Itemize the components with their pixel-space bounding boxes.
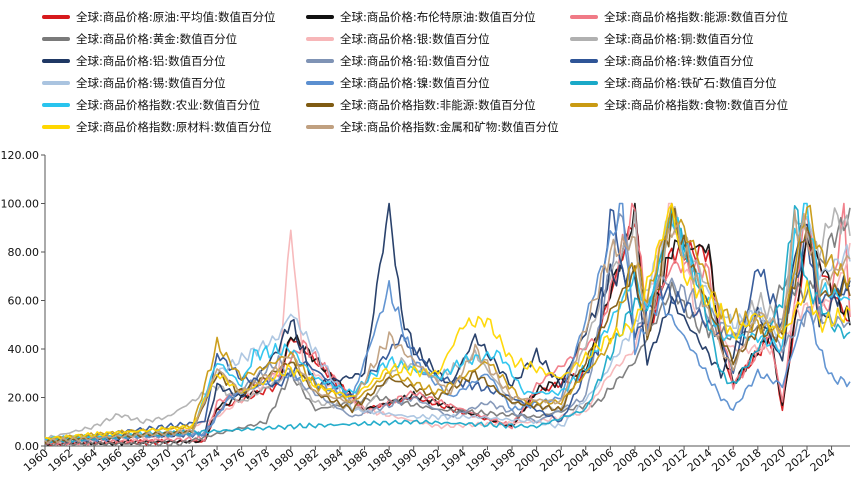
y-tick-label: 60.00 — [8, 295, 40, 308]
legend-swatch — [570, 81, 598, 85]
legend-label: 全球:商品价格指数:能源:数值百分位 — [604, 9, 788, 25]
legend-item: 全球:商品价格:黄金:数值百分位 — [42, 31, 237, 47]
x-tick-label: 2012 — [660, 446, 690, 474]
legend-swatch — [306, 37, 334, 41]
legend-label: 全球:商品价格指数:食物:数值百分位 — [604, 97, 788, 113]
series-line — [45, 204, 850, 445]
legend-item: 全球:商品价格指数:金属和矿物:数值百分位 — [306, 119, 559, 135]
x-tick-label: 2016 — [709, 446, 739, 474]
legend-item: 全球:商品价格:锌:数值百分位 — [570, 53, 754, 69]
x-tick-label: 1972 — [169, 446, 199, 474]
legend-item: 全球:商品价格指数:食物:数值百分位 — [570, 97, 788, 113]
y-tick-label: 120.00 — [1, 149, 40, 162]
x-tick-label: 1990 — [390, 446, 420, 474]
legend-label: 全球:商品价格指数:金属和矿物:数值百分位 — [340, 119, 559, 135]
y-tick-label: 100.00 — [1, 198, 40, 211]
x-tick-label: 2010 — [636, 446, 666, 474]
legend-swatch — [570, 103, 598, 107]
legend-item: 全球:商品价格指数:能源:数值百分位 — [570, 9, 788, 25]
legend-swatch — [570, 37, 598, 41]
x-tick-label: 1986 — [341, 446, 371, 474]
x-tick-label: 2002 — [537, 446, 567, 474]
x-tick-label: 2022 — [783, 446, 813, 474]
y-tick-label: 40.00 — [8, 343, 40, 356]
legend-item: 全球:商品价格:铜:数值百分位 — [570, 31, 754, 47]
legend-item: 全球:商品价格指数:非能源:数值百分位 — [306, 97, 536, 113]
x-tick-label: 1996 — [464, 446, 494, 474]
x-tick-label: 1994 — [439, 446, 469, 474]
legend-item: 全球:商品价格:铁矿石:数值百分位 — [570, 75, 777, 91]
x-tick-label: 1978 — [242, 446, 272, 474]
legend-label: 全球:商品价格:铝:数值百分位 — [76, 53, 226, 69]
legend-swatch — [42, 37, 70, 41]
legend-swatch — [42, 15, 70, 19]
legend-item: 全球:商品价格:原油:平均值:数值百分位 — [42, 9, 276, 25]
x-tick-label: 1966 — [95, 446, 125, 474]
x-tick-label: 1980 — [267, 446, 297, 474]
x-tick-label: 1998 — [488, 446, 518, 474]
legend-label: 全球:商品价格:银:数值百分位 — [340, 31, 490, 47]
x-tick-label: 1974 — [193, 446, 223, 474]
legend: 全球:商品价格:原油:平均值:数值百分位 全球:商品价格:布伦特原油:数值百分位全… — [0, 0, 865, 140]
legend-label: 全球:商品价格:原油:平均值:数值百分位 — [76, 9, 276, 25]
legend-label: 全球:商品价格指数:原材料:数值百分位 — [76, 119, 272, 135]
x-tick-label: 1976 — [218, 446, 248, 474]
legend-item: 全球:商品价格:铝:数值百分位 — [42, 53, 226, 69]
legend-swatch — [42, 125, 70, 129]
legend-label: 全球:商品价格:锌:数值百分位 — [604, 53, 754, 69]
x-tick-label: 1962 — [46, 446, 76, 474]
legend-label: 全球:商品价格:镍:数值百分位 — [340, 75, 490, 91]
legend-label: 全球:商品价格:布伦特原油:数值百分位 — [340, 9, 536, 25]
legend-item: 全球:商品价格:锡:数值百分位 — [42, 75, 226, 91]
legend-label: 全球:商品价格:锡:数值百分位 — [76, 75, 226, 91]
legend-label: 全球:商品价格:铅:数值百分位 — [340, 53, 490, 69]
x-tick-label: 1982 — [292, 446, 322, 474]
legend-swatch — [570, 59, 598, 63]
legend-swatch — [306, 125, 334, 129]
legend-swatch — [570, 15, 598, 19]
legend-swatch — [42, 103, 70, 107]
legend-swatch — [306, 15, 334, 19]
legend-item: 全球:商品价格指数:原材料:数值百分位 — [42, 119, 272, 135]
legend-item: 全球:商品价格指数:农业:数值百分位 — [42, 97, 260, 113]
x-tick-label: 1970 — [144, 446, 174, 474]
series-line — [45, 204, 850, 439]
x-tick-label: 1984 — [316, 446, 346, 474]
legend-label: 全球:商品价格:黄金:数值百分位 — [76, 31, 237, 47]
x-tick-label: 1968 — [119, 446, 149, 474]
legend-swatch — [306, 103, 334, 107]
y-tick-label: 20.00 — [8, 392, 40, 405]
x-tick-label: 1988 — [365, 446, 395, 474]
legend-label: 全球:商品价格:铁矿石:数值百分位 — [604, 75, 777, 91]
x-tick-label: 2024 — [808, 446, 838, 474]
x-tick-label: 2008 — [611, 446, 641, 474]
legend-swatch — [306, 81, 334, 85]
x-tick-label: 2020 — [759, 446, 789, 474]
legend-swatch — [42, 81, 70, 85]
legend-item: 全球:商品价格:镍:数值百分位 — [306, 75, 490, 91]
legend-swatch — [42, 59, 70, 63]
x-tick-label: 2018 — [734, 446, 764, 474]
legend-item: 全球:商品价格:铅:数值百分位 — [306, 53, 490, 69]
legend-item: 全球:商品价格:布伦特原油:数值百分位 — [306, 9, 536, 25]
x-tick-label: 2006 — [586, 446, 616, 474]
legend-label: 全球:商品价格指数:农业:数值百分位 — [76, 97, 260, 113]
line-chart: 0.0020.0040.0060.0080.00100.00120.001960… — [0, 140, 865, 486]
y-tick-label: 80.00 — [8, 246, 40, 259]
x-tick-label: 1964 — [70, 446, 100, 474]
legend-swatch — [306, 59, 334, 63]
x-tick-label: 2004 — [562, 446, 592, 474]
legend-label: 全球:商品价格:铜:数值百分位 — [604, 31, 754, 47]
y-tick-label: 0.00 — [15, 440, 40, 453]
series-line — [45, 204, 850, 446]
x-tick-label: 2014 — [685, 446, 715, 474]
legend-label: 全球:商品价格指数:非能源:数值百分位 — [340, 97, 536, 113]
x-tick-label: 1992 — [414, 446, 444, 474]
legend-item: 全球:商品价格:银:数值百分位 — [306, 31, 490, 47]
x-tick-label: 2000 — [513, 446, 543, 474]
